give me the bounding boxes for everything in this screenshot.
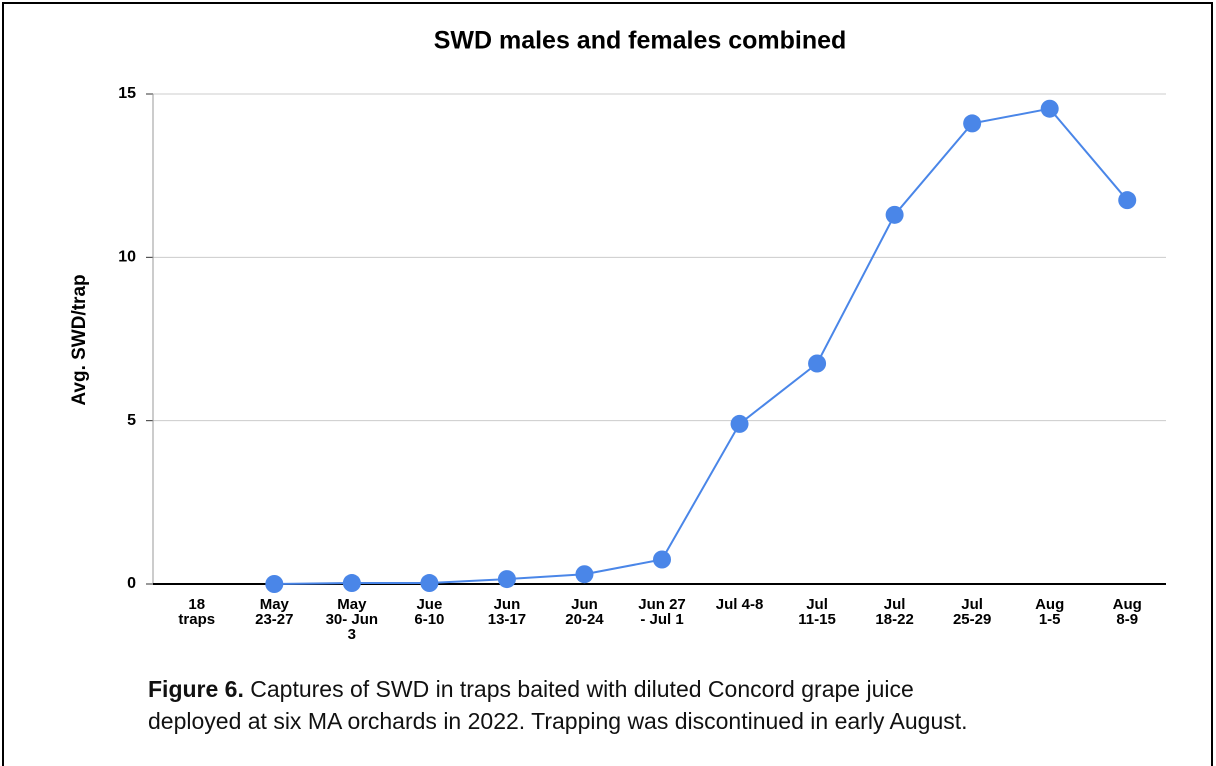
x-tick-label: Jul 4-8 [715, 596, 764, 613]
x-tick-label: Jue 6-10 [414, 596, 445, 628]
data-point [963, 114, 982, 133]
x-tick-label: Jun 27 - Jul 1 [638, 596, 686, 628]
x-tick-label: Jun 20-24 [565, 596, 604, 628]
x-tick-label: Aug 8-9 [1112, 596, 1142, 628]
data-point [885, 205, 904, 224]
data-point [1040, 99, 1059, 118]
data-point [808, 354, 827, 373]
x-tick-label: 18 traps [178, 596, 216, 628]
data-point [420, 574, 439, 593]
x-tick-label: Jun 13-17 [487, 596, 527, 628]
caption-text: Captures of SWD in traps baited with dil… [250, 676, 914, 702]
data-point [575, 565, 594, 584]
caption-text: deployed at six MA orchards in 2022. Tra… [148, 708, 968, 734]
x-tick-label: Jul 25-29 [952, 596, 992, 628]
data-point [497, 570, 516, 589]
x-tick-label: May 23-27 [255, 596, 294, 628]
x-tick-label: Aug 1-5 [1035, 596, 1065, 628]
data-point [653, 550, 671, 569]
caption-label: Figure 6. [148, 676, 244, 702]
data-point [342, 574, 361, 593]
chart-title: SWD males and females combined [434, 27, 847, 55]
x-tick-label: Jul 11-15 [798, 596, 836, 628]
series-line [274, 107, 1128, 585]
caption-line: Figure 6. Captures of SWD in traps baite… [148, 676, 914, 703]
y-tick-label: 10 [118, 249, 136, 266]
y-tick-label: 5 [127, 412, 136, 429]
data-point [730, 414, 749, 433]
data-point [1118, 191, 1137, 210]
y-tick-label: 0 [127, 575, 136, 592]
x-tick-label: May 30- Jun 3 [325, 596, 379, 643]
x-tick-label: Jul 18-22 [875, 596, 914, 628]
data-point [265, 575, 284, 593]
y-axis-label: Avg. SWD/trap [69, 274, 90, 405]
y-tick-label: 15 [118, 85, 136, 102]
